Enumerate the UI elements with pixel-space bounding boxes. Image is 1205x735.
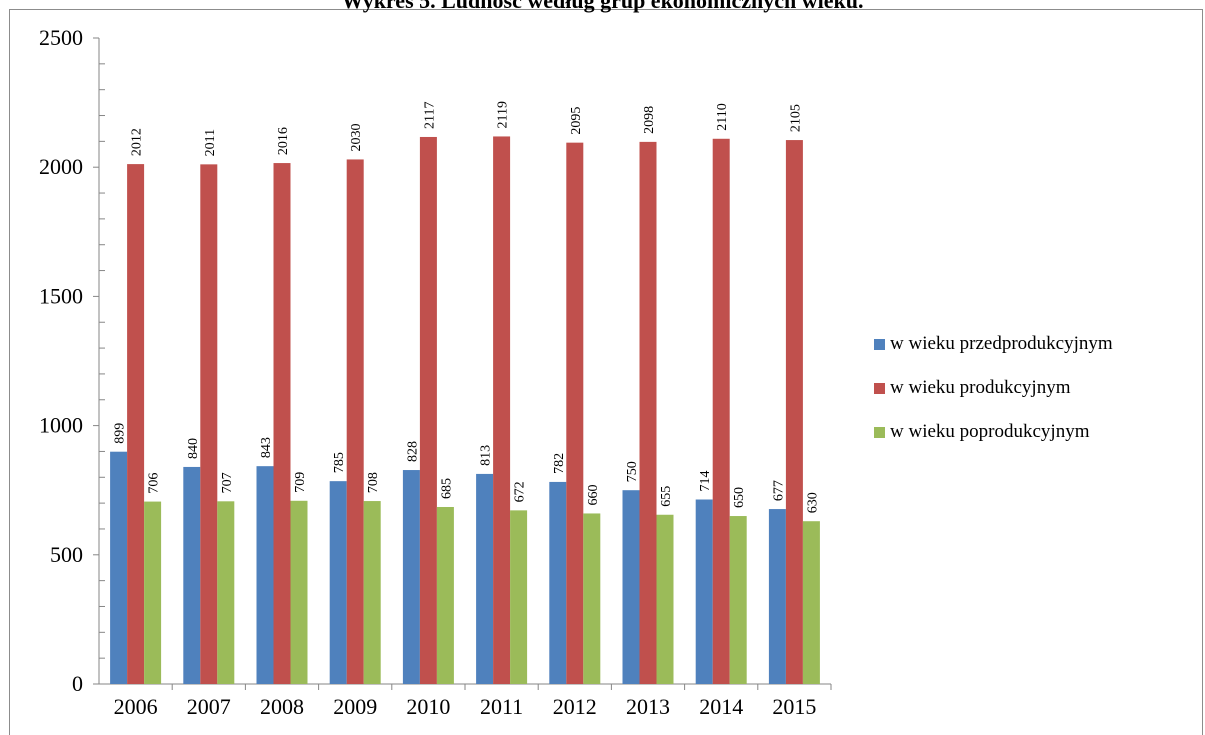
data-label: 840 — [186, 438, 201, 459]
data-label: 708 — [366, 472, 381, 493]
bar-w-wieku-poprodukcyjnym — [363, 501, 381, 684]
x-tick-label: 2006 — [114, 694, 158, 719]
bar-w-wieku-produkcyjnym — [493, 136, 511, 685]
x-tick-label: 2012 — [553, 694, 597, 719]
bar-w-wieku-produkcyjnym — [127, 164, 145, 685]
data-label: 650 — [732, 487, 747, 508]
y-tick-label: 2000 — [39, 154, 83, 179]
data-label: 672 — [513, 481, 528, 502]
bar-w-wieku-przedprodukcyjnym — [476, 473, 494, 684]
data-label: 2095 — [569, 107, 584, 135]
data-label: 630 — [805, 492, 820, 513]
legend-swatch — [874, 426, 885, 438]
bar-w-wieku-przedprodukcyjnym — [768, 509, 786, 684]
bar-w-wieku-produkcyjnym — [712, 138, 730, 684]
bar-w-wieku-przedprodukcyjnym — [329, 481, 347, 684]
data-label: 707 — [220, 472, 235, 493]
bar-w-wieku-poprodukcyjnym — [290, 500, 308, 684]
data-label: 2012 — [130, 128, 145, 156]
data-label: 2105 — [788, 104, 803, 132]
bar-w-wieku-poprodukcyjnym — [144, 501, 162, 684]
bar-w-wieku-produkcyjnym — [785, 140, 803, 684]
data-label: 2016 — [276, 127, 291, 155]
y-tick-label: 2500 — [39, 25, 83, 50]
y-tick-label: 1500 — [39, 283, 83, 308]
data-label: 2030 — [349, 123, 364, 151]
legend-label: w wieku poprodukcyjnym — [890, 421, 1090, 442]
data-label: 899 — [113, 423, 128, 444]
data-label: 655 — [659, 486, 674, 507]
data-label: 2110 — [715, 103, 730, 130]
legend-label: w wieku produkcyjnym — [890, 377, 1071, 398]
bar-w-wieku-przedprodukcyjnym — [110, 451, 128, 684]
data-label: 782 — [552, 453, 567, 474]
data-label: 685 — [439, 478, 454, 499]
bar-w-wieku-produkcyjnym — [273, 163, 291, 684]
legend-swatch — [874, 382, 885, 394]
bar-w-wieku-przedprodukcyjnym — [256, 466, 274, 684]
bar-w-wieku-przedprodukcyjnym — [622, 490, 640, 684]
x-tick-label: 2009 — [333, 694, 377, 719]
x-tick-label: 2007 — [187, 694, 231, 719]
bar-w-wieku-przedprodukcyjnym — [183, 466, 201, 684]
data-label: 2098 — [642, 106, 657, 134]
legend-item: w wieku przedprodukcyjnym — [874, 322, 1113, 366]
data-label: 660 — [586, 484, 601, 505]
bar-w-wieku-przedprodukcyjnym — [549, 481, 567, 684]
data-label: 2011 — [203, 129, 218, 156]
x-tick-label: 2010 — [406, 694, 450, 719]
bar-w-wieku-poprodukcyjnym — [802, 521, 820, 684]
data-label: 843 — [259, 437, 274, 458]
bar-w-wieku-poprodukcyjnym — [510, 510, 528, 684]
legend-item: w wieku poprodukcyjnym — [874, 410, 1113, 454]
data-label: 714 — [698, 471, 713, 492]
y-tick-label: 1000 — [39, 413, 83, 438]
legend-item: w wieku produkcyjnym — [874, 366, 1113, 410]
bar-w-wieku-przedprodukcyjnym — [402, 470, 420, 684]
legend-swatch — [874, 338, 885, 350]
data-label: 2117 — [422, 101, 437, 128]
chart-legend: w wieku przedprodukcyjnym w wieku produkc… — [874, 322, 1113, 454]
bar-w-wieku-poprodukcyjnym — [583, 513, 601, 684]
bar-w-wieku-poprodukcyjnym — [656, 514, 674, 684]
y-tick-label: 500 — [50, 542, 83, 567]
data-label: 706 — [147, 473, 162, 494]
bar-w-wieku-przedprodukcyjnym — [695, 499, 713, 684]
bar-w-wieku-poprodukcyjnym — [729, 516, 747, 684]
bar-w-wieku-poprodukcyjnym — [217, 501, 235, 684]
data-label: 785 — [332, 452, 347, 473]
bar-w-wieku-produkcyjnym — [419, 136, 437, 685]
x-tick-label: 2008 — [260, 694, 304, 719]
data-label: 709 — [293, 472, 308, 493]
x-tick-label: 2014 — [699, 694, 743, 719]
x-tick-label: 2013 — [626, 694, 670, 719]
data-label: 2119 — [496, 101, 511, 128]
legend-label: w wieku przedprodukcyjnym — [890, 333, 1113, 354]
bar-w-wieku-produkcyjnym — [566, 142, 584, 685]
bar-w-wieku-produkcyjnym — [639, 141, 657, 684]
y-tick-label: 0 — [72, 671, 83, 696]
data-label: 828 — [405, 441, 420, 462]
x-tick-label: 2011 — [480, 694, 523, 719]
data-label: 677 — [771, 480, 786, 501]
data-label: 813 — [479, 445, 494, 466]
chart-title: Wykres 5. Ludność według grup ekonomiczn… — [341, 0, 864, 13]
bar-w-wieku-poprodukcyjnym — [436, 506, 454, 684]
data-label: 750 — [625, 461, 640, 482]
bar-w-wieku-produkcyjnym — [346, 159, 364, 684]
x-tick-label: 2015 — [772, 694, 816, 719]
bar-w-wieku-produkcyjnym — [200, 164, 218, 684]
